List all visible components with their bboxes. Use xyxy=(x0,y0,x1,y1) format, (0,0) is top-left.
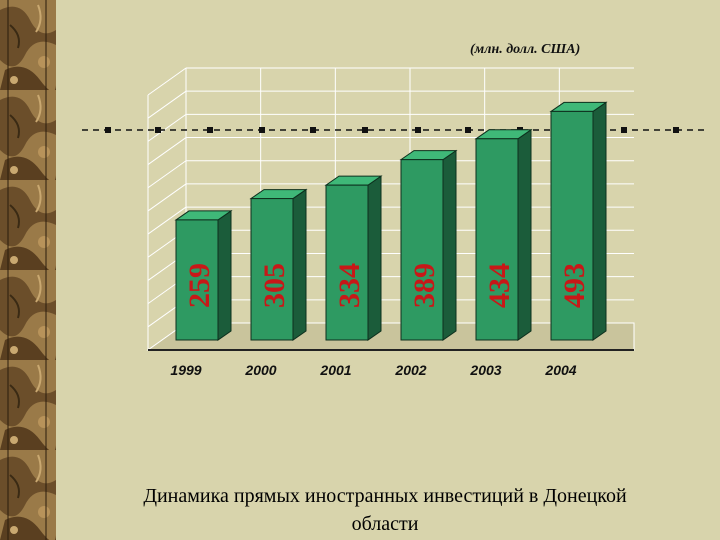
bar-2002: 389 xyxy=(399,149,458,341)
bar-value-label: 493 xyxy=(558,263,591,308)
bar-value-label: 334 xyxy=(333,263,366,308)
marble-sidebar xyxy=(0,0,56,540)
bar-side-face xyxy=(442,149,457,341)
grid-line-side xyxy=(147,160,187,189)
x-tick-label: 2001 xyxy=(319,362,351,378)
bar-front-face xyxy=(550,110,594,341)
bar-value-label: 389 xyxy=(408,263,441,308)
reference-marker xyxy=(105,127,111,133)
bar-2000: 305 xyxy=(249,188,308,341)
bar-side-face xyxy=(367,175,382,341)
grid-line-side xyxy=(147,113,187,142)
x-tick-label: 2000 xyxy=(244,362,276,378)
reference-marker xyxy=(207,127,213,133)
reference-marker xyxy=(465,127,471,133)
bar-front-face xyxy=(250,198,294,341)
bars: 259 305 334 389 434 493 xyxy=(174,101,608,341)
bar-side-face xyxy=(517,128,532,341)
bar-value-label: 259 xyxy=(183,263,216,308)
grid-line-side xyxy=(147,137,187,165)
reference-marker xyxy=(155,127,161,133)
bar-side-face xyxy=(217,209,232,341)
grid-line-side xyxy=(147,206,187,235)
reference-marker xyxy=(621,127,627,133)
reference-marker xyxy=(259,127,265,133)
bar-side-face xyxy=(592,101,607,341)
x-axis-labels: 1999 2000 2001 2002 2003 2004 xyxy=(170,362,576,378)
caption-line-2: области xyxy=(351,513,419,535)
x-tick-label: 1999 xyxy=(170,362,201,378)
bar-front-face xyxy=(175,219,219,341)
bar-front-face xyxy=(475,138,519,341)
reference-marker xyxy=(415,127,421,133)
reference-marker xyxy=(673,127,679,133)
reference-line xyxy=(82,127,705,133)
grid-line-side xyxy=(147,90,187,119)
reference-marker xyxy=(310,127,316,133)
bar-2004: 493 xyxy=(549,101,608,341)
bar-front-face xyxy=(325,184,369,341)
reference-marker xyxy=(362,127,368,133)
x-tick-label: 2002 xyxy=(394,362,426,378)
slide-caption: Динамика прямых иностранных инвестиций в… xyxy=(60,482,710,538)
caption-line-1: Динамика прямых иностранных инвестиций в… xyxy=(143,485,627,507)
bar-front-face xyxy=(400,159,444,341)
unit-label: (млн. долл. США) xyxy=(470,42,581,57)
grid-line-side xyxy=(147,67,187,96)
bar-2001: 334 xyxy=(324,175,383,341)
grid-line-side xyxy=(147,183,187,212)
bar-1999: 259 xyxy=(174,209,233,341)
bar-side-face xyxy=(292,188,307,341)
bar-value-label: 434 xyxy=(483,263,516,308)
x-tick-label: 2004 xyxy=(544,362,576,378)
bar-2003: 434 xyxy=(474,128,533,341)
x-tick-label: 2003 xyxy=(469,362,501,378)
bar-value-label: 305 xyxy=(258,263,291,308)
